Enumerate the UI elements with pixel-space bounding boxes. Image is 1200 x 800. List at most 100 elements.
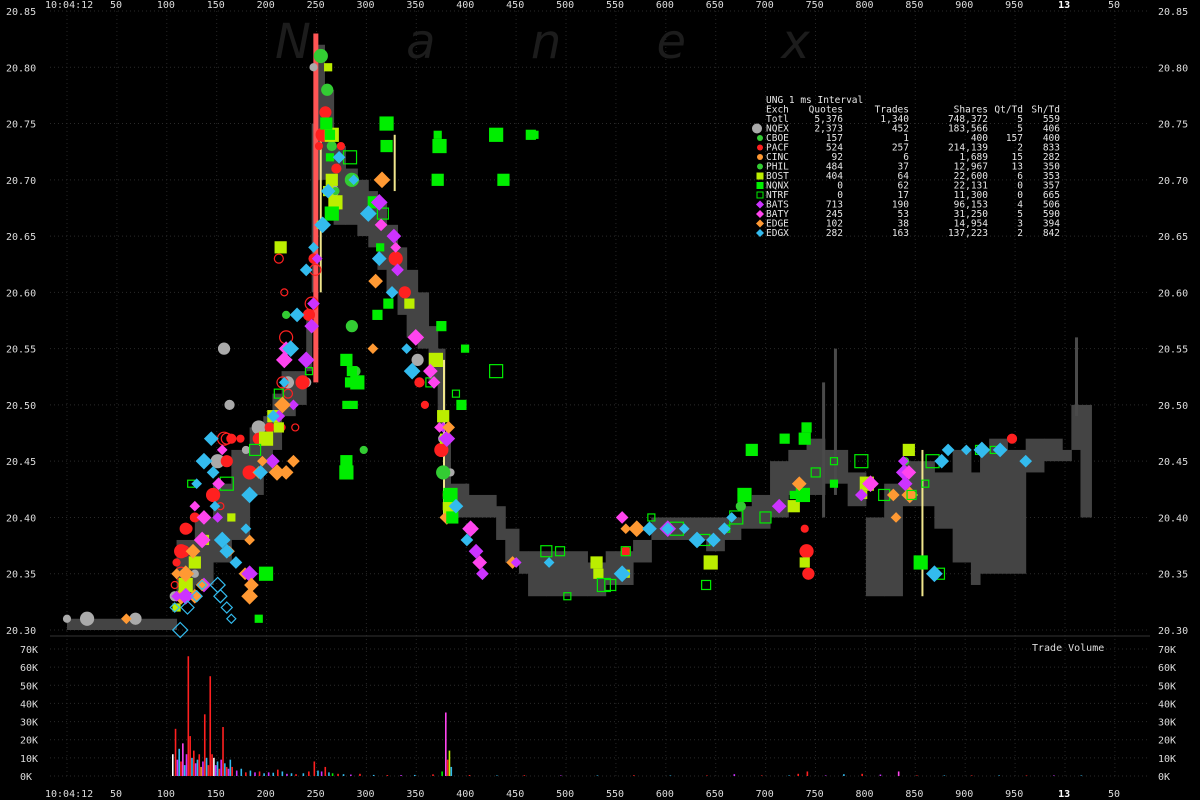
phil-marker (313, 48, 328, 64)
volume-bar (225, 766, 228, 776)
nbbo-segment (67, 618, 173, 630)
volume-tick-right: 70K (1158, 645, 1176, 656)
legend-cell: 842 (1043, 228, 1060, 239)
nqnx-marker (737, 487, 752, 503)
ntrf-marker (376, 207, 390, 220)
edge-marker (244, 577, 259, 593)
cinc-marker (244, 534, 255, 546)
price-tick-right: 20.55 (1158, 345, 1188, 356)
nqnx-marker (913, 555, 928, 570)
ntrf-marker (554, 546, 566, 557)
nqnx-marker (350, 375, 365, 390)
legend-header: Quotes (809, 105, 843, 116)
volume-bar (213, 757, 215, 776)
nbbo-segment (934, 472, 954, 529)
legend-cell: 0 (837, 181, 843, 192)
pacf-marker (280, 288, 289, 297)
volume-bar (229, 759, 232, 776)
legend-cell: 14,954 (954, 219, 989, 230)
bats-marker (297, 351, 315, 369)
edgx-marker (220, 601, 234, 614)
volume-bar (1080, 775, 1083, 776)
legend-header: Shares (954, 105, 988, 116)
nbbo-segment (377, 202, 388, 270)
nqnx-marker (340, 455, 353, 468)
nqnx-marker (376, 243, 385, 252)
time-tick: 200 (257, 0, 275, 11)
cinc-marker (901, 486, 919, 504)
phil-marker (345, 320, 358, 333)
volume-tick-right: 50K (1158, 681, 1176, 692)
baty-marker (212, 477, 225, 491)
bats-marker (265, 453, 280, 469)
baty-marker (472, 555, 488, 570)
legend-cell: 559 (1043, 114, 1060, 125)
legend-cell: 22,600 (954, 171, 989, 182)
baty-marker (196, 510, 212, 525)
ntrf-marker (604, 578, 617, 592)
edgx-marker (992, 442, 1008, 458)
edgx-marker (941, 443, 955, 457)
bost-marker (273, 422, 284, 433)
price-tick-left: 20.35 (6, 570, 36, 581)
edgx-marker (359, 205, 377, 222)
pacf-marker (295, 375, 310, 390)
legend-cell: 1 (903, 133, 909, 144)
volume-bar (320, 771, 323, 776)
edge-marker (890, 512, 902, 523)
nqnx-marker (339, 465, 354, 480)
bost-marker (437, 410, 450, 423)
nqnx-marker (460, 344, 470, 353)
pacf-marker (226, 433, 237, 444)
edge-marker (195, 578, 209, 592)
ntrf-marker (829, 457, 839, 466)
edgx-marker (934, 453, 950, 469)
ntrf-marker (248, 443, 262, 457)
legend-swatch (756, 200, 764, 209)
nqnx-marker (489, 127, 504, 142)
volume-bar (191, 757, 193, 776)
volume-tick-right: 60K (1158, 663, 1176, 674)
legend-cell: 506 (1043, 200, 1060, 211)
nqnx-marker (801, 422, 812, 433)
legend-cell: 64 (898, 171, 910, 182)
pacf-marker (205, 487, 221, 503)
legend-cell: 400 (971, 133, 988, 144)
ntrf-marker (596, 577, 611, 593)
volume-bar (220, 759, 222, 776)
volume-bar (209, 676, 212, 776)
nbbo-segment (496, 506, 506, 540)
ntrf-marker (451, 389, 461, 398)
pacf-marker (799, 544, 814, 559)
legend-cell: Totl (766, 114, 789, 125)
nbbo-segment (952, 449, 972, 563)
nbbo-spike (1075, 337, 1078, 417)
volume-bar (560, 775, 562, 776)
volume-bar (328, 772, 330, 776)
nqnx-marker (349, 400, 358, 410)
legend-cell: NQEX (766, 124, 789, 135)
legend-cell: BATY (766, 209, 789, 220)
nbbo-segment (518, 551, 529, 574)
bost-marker (787, 500, 800, 513)
pacf-marker (182, 523, 193, 534)
time-tick: 50 (1108, 0, 1120, 11)
legend-cell: 3 (1017, 219, 1023, 230)
time-tick: 800 (855, 789, 873, 800)
edgx-marker (401, 343, 413, 354)
nqnx-marker (497, 173, 510, 186)
time-tick: 400 (456, 0, 474, 11)
legend-cell: 1,340 (880, 114, 909, 125)
legend-cell: 282 (826, 228, 843, 239)
volume-bar (272, 772, 275, 776)
edgx-marker (196, 579, 208, 591)
pacf-marker (273, 253, 284, 264)
baty-marker (275, 351, 293, 369)
price-tick-right: 20.50 (1158, 401, 1188, 412)
pacf-marker (420, 400, 430, 410)
time-tick: 50 (110, 0, 122, 11)
time-tick: 500 (556, 0, 574, 11)
ntrf-marker (921, 479, 930, 488)
price-tick-right: 20.35 (1158, 570, 1188, 581)
legend-cell: 92 (832, 152, 843, 163)
